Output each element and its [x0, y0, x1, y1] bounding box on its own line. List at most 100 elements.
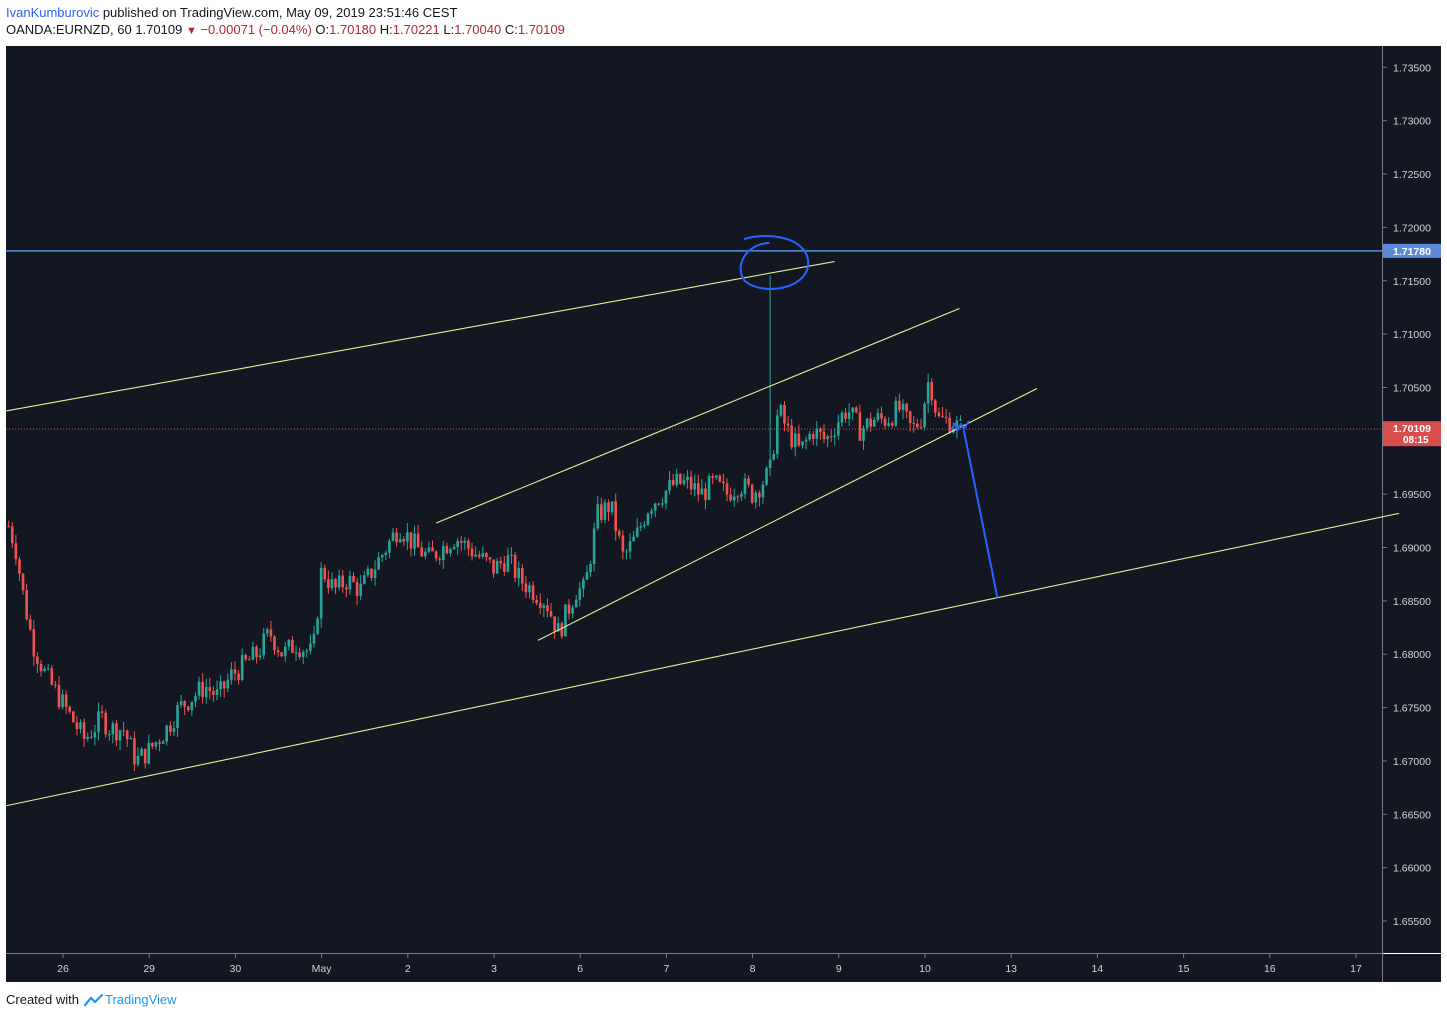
- candle-body: [129, 738, 133, 740]
- price-tick-label: 1.69500: [1393, 489, 1431, 501]
- candle-body: [287, 639, 291, 647]
- candle-body: [833, 435, 837, 437]
- price-tick-label: 1.66000: [1393, 863, 1431, 875]
- candle-body: [700, 488, 704, 495]
- candle-body: [912, 422, 916, 424]
- candle-body: [111, 723, 115, 735]
- candle-body: [431, 547, 434, 552]
- time-tick-label: 15: [1178, 963, 1190, 975]
- candle-body: [675, 473, 679, 486]
- candle-body: [226, 679, 230, 689]
- candle-body: [61, 694, 64, 708]
- close-label: C:: [504, 22, 518, 37]
- candle-body: [276, 650, 280, 653]
- candle-body: [424, 551, 427, 557]
- candle-body: [46, 668, 50, 670]
- candle-body: [477, 554, 481, 557]
- candle-body: [926, 382, 930, 404]
- candle-body: [54, 684, 57, 686]
- candle-body: [158, 742, 161, 744]
- candle-body: [797, 433, 801, 446]
- candle-body: [140, 748, 143, 756]
- candle-body: [179, 701, 183, 706]
- candle-body: [416, 533, 420, 548]
- candle-body: [176, 705, 179, 729]
- candle-body: [718, 475, 722, 482]
- tradingview-cloud-icon: [83, 993, 104, 1006]
- candle-body: [538, 603, 542, 609]
- candle-body: [380, 555, 384, 558]
- candle-body: [707, 476, 711, 500]
- candle-body: [125, 730, 129, 740]
- last-price-label: 1.70109: [1393, 423, 1431, 435]
- candle-body: [801, 441, 804, 446]
- candle-body: [90, 736, 93, 738]
- candle-body: [459, 540, 463, 543]
- candle-body: [169, 725, 172, 732]
- trendline: [5, 512, 1400, 807]
- candle-body: [28, 619, 32, 630]
- candle-body: [668, 480, 671, 491]
- time-tick-label: 17: [1350, 963, 1362, 975]
- candle-body: [470, 548, 474, 557]
- candle-body: [779, 404, 783, 416]
- candle-body: [743, 478, 747, 494]
- candle-body: [959, 419, 962, 421]
- candle-body: [248, 659, 251, 661]
- candle-body: [923, 403, 926, 428]
- candle-body: [298, 652, 301, 658]
- created-with-label: Created with: [6, 992, 79, 1007]
- tradingview-brand-label: TradingView: [104, 992, 177, 1007]
- candle-body: [36, 656, 39, 664]
- candle-body: [398, 539, 402, 543]
- candle-body: [467, 540, 470, 549]
- candle-body: [445, 545, 449, 554]
- candle-body: [614, 501, 617, 532]
- time-tick-label: 6: [577, 963, 583, 975]
- price-tick-label: 1.71500: [1393, 276, 1431, 288]
- candle-body: [341, 575, 345, 588]
- candle-body: [585, 572, 589, 580]
- candle-body: [362, 575, 366, 584]
- candle-body: [589, 564, 592, 573]
- candle-body: [944, 416, 948, 418]
- candle-body: [258, 655, 262, 658]
- candle-body: [890, 423, 894, 426]
- candle-body: [768, 459, 772, 469]
- price-axis[interactable]: [1383, 46, 1441, 953]
- tradingview-logo[interactable]: TradingView: [83, 992, 177, 1007]
- candle-body: [621, 535, 625, 552]
- candle-body: [100, 711, 104, 713]
- trendline: [6, 261, 835, 412]
- last-price-value: 1.70109: [135, 22, 183, 37]
- candle-body: [513, 554, 517, 579]
- candle-body: [161, 741, 165, 744]
- candle-body: [865, 418, 869, 429]
- candle-body: [262, 633, 266, 656]
- time-tick-label: 29: [143, 963, 155, 975]
- candle-body: [75, 722, 79, 730]
- candle-body: [79, 722, 82, 730]
- candle-body: [804, 439, 808, 442]
- countdown-label: 08:15: [1403, 435, 1429, 446]
- symbol-label: OANDA:EURNZD, 60: [6, 22, 132, 37]
- candle-body: [689, 476, 693, 490]
- candle-body: [463, 540, 467, 543]
- price-chart[interactable]: 1.73500 1.73000 1.72500 1.72000 1.71500 1.710…: [0, 40, 1447, 988]
- low-value: 1.70040: [454, 22, 502, 37]
- candle-body: [337, 575, 341, 588]
- candle-body: [811, 433, 815, 439]
- candle-body: [316, 618, 319, 634]
- candle-body: [711, 476, 714, 478]
- high-label: H:: [379, 22, 393, 37]
- candle-body: [661, 503, 664, 505]
- change-value: −0.00071 (−0.04%): [200, 22, 312, 37]
- author-link[interactable]: IvanKumburovic: [6, 5, 100, 20]
- candle-body: [165, 725, 169, 742]
- plot-area[interactable]: [6, 46, 1382, 953]
- time-axis[interactable]: [6, 954, 1382, 982]
- candle-body: [955, 420, 959, 430]
- candle-body: [25, 590, 28, 620]
- candle-body: [714, 475, 718, 478]
- candle-body: [441, 545, 445, 561]
